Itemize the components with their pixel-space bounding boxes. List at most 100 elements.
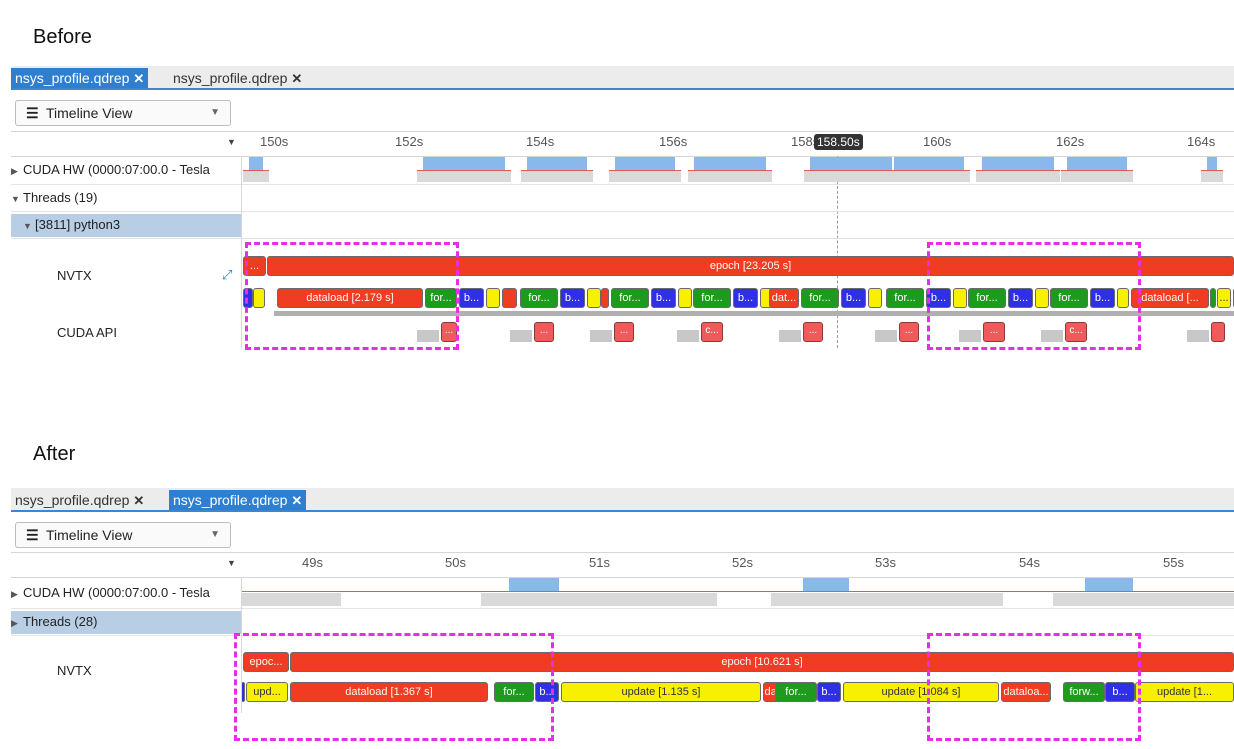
nvtx-range-bar[interactable]: update [1...	[1135, 682, 1234, 702]
nvtx-range-bar[interactable]: for...	[425, 288, 457, 308]
api-call-block[interactable]: ...	[534, 322, 554, 342]
nvtx-range-bar[interactable]: for...	[611, 288, 649, 308]
row-thread-python3[interactable]: ▼ [3811] python3	[11, 212, 1234, 239]
nvtx-range-bar[interactable]: for...	[801, 288, 839, 308]
after-tab-2[interactable]: nsys_profile.qdrep ✕	[169, 490, 307, 510]
row-threads[interactable]: ▶ Threads (28)	[11, 609, 1234, 636]
nvtx-range-bar[interactable]: b...	[841, 288, 866, 308]
collapse-icon[interactable]: ▼	[11, 194, 20, 204]
nvtx-range-bar[interactable]: for...	[693, 288, 731, 308]
hw-kernel-block	[509, 578, 559, 591]
row-label[interactable]: ▼ [3811] python3	[11, 214, 241, 237]
nvtx-range-bar[interactable]: dataload [2.179 s]	[277, 288, 423, 308]
label-divider[interactable]	[241, 156, 242, 348]
nvtx-range-bar[interactable]: b...	[459, 288, 484, 308]
ruler-tick: 52s	[732, 555, 753, 570]
nvtx-range-bar[interactable]: b...	[926, 288, 951, 308]
close-icon[interactable]: ✕	[133, 71, 145, 86]
nvtx-range-bar[interactable]	[253, 288, 265, 308]
nvtx-range-bar[interactable]	[587, 288, 601, 308]
nvtx-range-bar[interactable]: b...	[817, 682, 841, 702]
nvtx-range-bar[interactable]: b...	[1008, 288, 1033, 308]
api-call-block[interactable]: ...	[983, 322, 1005, 342]
nvtx-range-bar[interactable]: for...	[775, 682, 817, 702]
chevron-down-icon[interactable]: ▼	[227, 558, 236, 568]
nvtx-range-bar[interactable]: for...	[494, 682, 534, 702]
nvtx-range-bar[interactable]: dat...	[769, 288, 799, 308]
timeline-view-select[interactable]: ☰ Timeline View ▼	[15, 100, 231, 126]
collapse-icon[interactable]: ▼	[23, 221, 32, 231]
before-tab-2[interactable]: nsys_profile.qdrep ✕	[169, 68, 306, 88]
row-label-text: CUDA HW (0000:07:00.0 - Tesla	[23, 585, 210, 600]
row-cuda-hw[interactable]: ▶ CUDA HW (0000:07:00.0 - Tesla	[11, 577, 1234, 609]
nvtx-range-bar[interactable]: dataload [...	[1131, 288, 1209, 308]
api-call-block[interactable]: ...	[899, 322, 919, 342]
nvtx-range-bar[interactable]: for...	[968, 288, 1006, 308]
close-icon[interactable]: ✕	[291, 493, 303, 508]
api-call-block[interactable]: c...	[701, 322, 723, 342]
nvtx-range-epoch-small[interactable]: ...	[243, 256, 266, 276]
nvtx-range-bar[interactable]	[502, 288, 517, 308]
nvtx-range-bar[interactable]: update [1.135 s]	[561, 682, 761, 702]
before-tab-1[interactable]: nsys_profile.qdrep ✕	[11, 68, 149, 88]
timeline-view-select[interactable]: ☰ Timeline View ▼	[15, 522, 231, 548]
nvtx-range-epoch[interactable]: epoch [23.205 s]	[267, 256, 1234, 276]
nvtx-range-bar[interactable]: b...	[1105, 682, 1135, 702]
row-threads[interactable]: ▼ Threads (19)	[11, 185, 1234, 212]
nvtx-range-bar[interactable]: upd...	[246, 682, 288, 702]
label-divider[interactable]	[241, 577, 242, 713]
nvtx-range-bar[interactable]: forw...	[1063, 682, 1105, 702]
expand-icon[interactable]: ▶	[11, 166, 18, 176]
after-tab-2-label: nsys_profile.qdrep	[173, 492, 288, 508]
api-call-cluster	[1041, 330, 1063, 342]
row-label[interactable]: ▶ Threads (28)	[11, 611, 241, 634]
row-cuda-hw[interactable]: ▶ CUDA HW (0000:07:00.0 - Tesla	[11, 156, 1234, 185]
nvtx-range-bar[interactable]	[243, 288, 253, 308]
after-heading: After	[33, 443, 76, 465]
chevron-down-icon: ▼	[210, 529, 220, 540]
nvtx-range-bar[interactable]	[953, 288, 967, 308]
before-time-ruler[interactable]: ▼ 150s 152s 154s 156s 158s 160s 162s 164…	[11, 131, 1234, 157]
api-call-block[interactable]: ...	[614, 322, 634, 342]
expand-icon[interactable]: ▶	[11, 618, 18, 628]
nvtx-range-bar[interactable]	[486, 288, 500, 308]
api-call-block[interactable]: ...	[803, 322, 823, 342]
hw-idle-block	[241, 593, 341, 606]
nvtx-range-bar[interactable]: for...	[520, 288, 558, 308]
nvtx-range-bar[interactable]	[601, 288, 609, 308]
nvtx-range-bar[interactable]	[1117, 288, 1129, 308]
nvtx-range-bar[interactable]	[1210, 288, 1216, 308]
nvtx-range-bar[interactable]: ...	[1217, 288, 1231, 308]
row-label[interactable]: ▶ CUDA HW (0000:07:00.0 - Tesla	[11, 159, 241, 182]
nvtx-range-bar[interactable]: b...	[560, 288, 585, 308]
expand-icon[interactable]: ▶	[11, 589, 18, 599]
expand-arrow-icon[interactable]: ⤢	[222, 267, 233, 282]
close-icon[interactable]: ✕	[133, 493, 145, 508]
close-icon[interactable]: ✕	[291, 71, 303, 86]
hw-kernel-block	[810, 157, 892, 170]
row-cuda-api[interactable]: CUDA API ......... c............ c...	[11, 320, 1234, 348]
after-time-ruler[interactable]: ▼ 49s 50s 51s 52s 53s 54s 55s	[11, 552, 1234, 578]
ruler-tick: 150s	[260, 134, 289, 149]
api-call-cluster	[590, 330, 612, 342]
after-tab-1[interactable]: nsys_profile.qdrep ✕	[11, 490, 148, 510]
nvtx-range-epoch-small[interactable]: epoc...	[243, 652, 289, 672]
chevron-down-icon[interactable]: ▼	[227, 137, 236, 147]
nvtx-range-bar[interactable]: b...	[651, 288, 676, 308]
nvtx-range-bar[interactable]: for...	[886, 288, 924, 308]
nvtx-range-bar[interactable]	[678, 288, 692, 308]
nvtx-range-bar[interactable]	[1035, 288, 1049, 308]
nvtx-range-bar[interactable]: b...	[733, 288, 758, 308]
nvtx-range-epoch[interactable]: epoch [10.621 s]	[290, 652, 1234, 672]
row-label[interactable]: ▼ Threads (19)	[11, 187, 241, 210]
nvtx-range-bar[interactable]	[868, 288, 882, 308]
api-call-block[interactable]	[1211, 322, 1225, 342]
nvtx-range-bar[interactable]: dataloa...	[1001, 682, 1051, 702]
nvtx-range-bar[interactable]: update [1.084 s]	[843, 682, 999, 702]
nvtx-range-bar[interactable]: dataload [1.367 s]	[290, 682, 488, 702]
api-call-block[interactable]: c...	[1065, 322, 1087, 342]
row-label[interactable]: ▶ CUDA HW (0000:07:00.0 - Tesla	[11, 582, 241, 605]
row-nvtx[interactable]: NVTX ⤢ ... epoch [23.205 s] dataload [2.1…	[11, 239, 1234, 319]
nvtx-range-bar[interactable]: for...	[1050, 288, 1088, 308]
nvtx-range-bar[interactable]: b...	[1090, 288, 1115, 308]
